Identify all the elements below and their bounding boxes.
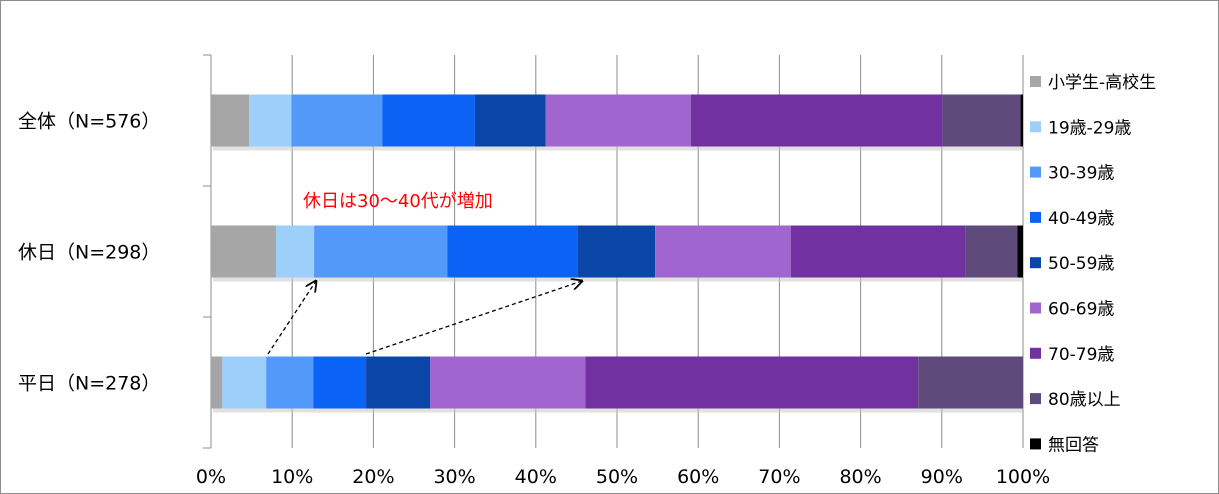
legend-swatch-2: [1030, 166, 1041, 178]
bar-segment-2-4: [366, 356, 431, 409]
bar-segment-1-0: [211, 225, 276, 278]
x-tick-label: 70%: [758, 466, 800, 488]
bar-segment-0-6: [690, 94, 943, 147]
legend-swatch-3: [1030, 211, 1041, 223]
legend: 小学生-高校生 19歳-29歳 30-39歳 40-49歳 50-59歳 60-69歳 70…: [1030, 73, 1156, 455]
category-label: 平日（N=278）: [18, 373, 160, 395]
legend-label: 60-69歳: [1048, 300, 1114, 320]
bar-segment-2-6: [585, 356, 919, 409]
legend-swatch-7: [1030, 393, 1041, 405]
annotation-arrow-40s: [365, 281, 582, 355]
legend-swatch-6: [1030, 347, 1041, 359]
bar-segment-1-6: [790, 225, 966, 278]
x-tick-label: 60%: [677, 466, 719, 488]
bar-segment-0-8: [1020, 94, 1023, 147]
bar-segment-2-2: [266, 356, 314, 409]
annotation: 休日は30〜40代が増加: [267, 191, 582, 355]
bar-segment-2-0: [211, 356, 223, 409]
x-tick-label: 90%: [921, 466, 963, 488]
bar-segment-1-1: [275, 225, 315, 278]
annotation-arrow-30s: [267, 281, 316, 355]
bar-segment-1-8: [1017, 225, 1023, 278]
bar-segment-0-2: [291, 94, 383, 147]
x-tick-label: 100%: [996, 466, 1050, 488]
bar-segment-2-5: [430, 356, 586, 409]
x-tick-labels: 0% 10% 20% 30% 40% 50% 60% 70% 80% 90% 100%: [196, 466, 1050, 488]
legend-swatch-5: [1030, 302, 1041, 314]
legend-swatch-8: [1030, 438, 1041, 450]
bar-segment-0-7: [942, 94, 1021, 147]
x-tick-label: 0%: [196, 466, 226, 488]
x-tick-label: 30%: [433, 466, 475, 488]
x-tick-label: 20%: [352, 466, 394, 488]
legend-swatch-4: [1030, 257, 1041, 269]
bar-segment-1-5: [655, 225, 791, 278]
legend-label: 小学生-高校生: [1048, 73, 1156, 93]
legend-label: 無回答: [1048, 435, 1099, 455]
legend-label: 19歳-29歳: [1048, 118, 1131, 138]
x-tick-label: 40%: [515, 466, 557, 488]
bar-segment-0-1: [249, 94, 292, 147]
category-label: 全体（N=576）: [18, 111, 160, 133]
legend-swatch-0: [1030, 76, 1041, 87]
bar-segment-2-7: [918, 356, 1023, 409]
axes: [203, 54, 212, 449]
bar-segment-1-4: [578, 225, 656, 278]
bar-segment-0-0: [211, 94, 250, 147]
legend-label: 40-49歳: [1048, 209, 1114, 229]
bars: [211, 94, 1023, 413]
legend-label: 80歳以上: [1048, 390, 1121, 410]
bar-segment-1-2: [314, 225, 448, 278]
bar-segment-0-5: [545, 94, 691, 147]
x-tick-label: 10%: [271, 466, 313, 488]
bar-segment-1-3: [447, 225, 579, 278]
bar-segment-2-3: [313, 356, 367, 409]
x-tick-label: 80%: [839, 466, 881, 488]
legend-label: 70-79歳: [1048, 345, 1114, 365]
legend-swatch-1: [1030, 121, 1041, 133]
category-labels: 全体（N=576） 休日（N=298） 平日（N=278）: [18, 111, 160, 395]
category-label: 休日（N=298）: [18, 242, 160, 264]
bar-segment-2-1: [222, 356, 267, 409]
bar-segment-0-3: [382, 94, 475, 147]
bar-segment-0-4: [474, 94, 546, 147]
legend-label: 50-59歳: [1048, 254, 1114, 274]
legend-label: 30-39歳: [1048, 164, 1114, 184]
x-tick-label: 50%: [596, 466, 638, 488]
annotation-text: 休日は30〜40代が増加: [303, 191, 493, 212]
bar-segment-1-7: [965, 225, 1018, 278]
